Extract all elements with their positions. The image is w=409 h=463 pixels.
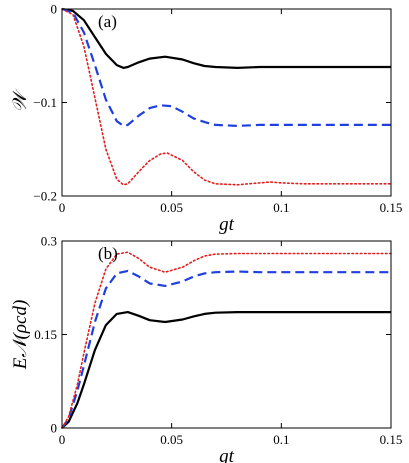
panel-b: 0 0.05 0.1 0.15 0 0.15 0.3 (b) gt E𝒩(ρcd)	[10, 234, 402, 463]
panel-a-label: (a)	[98, 12, 117, 31]
panel-a-x-axis-label: gt	[219, 214, 235, 235]
panel-a-y-tick-label: −0.1	[33, 95, 57, 110]
panel-a-series-solid-line	[61, 7, 391, 70]
panel-b-ticks: 0 0.05 0.1 0.15 0 0.15 0.3	[34, 234, 402, 448]
panel-a-y-tick-label: −0.2	[33, 189, 57, 204]
panel-a-x-tick-label: 0.15	[380, 200, 403, 215]
panel-a-y-tick-label: 0	[51, 2, 58, 17]
panel-b-axes-frame	[61, 240, 392, 429]
panel-a-x-tick-label: 0	[59, 200, 66, 215]
panel-b-x-tick-label: 0.05	[160, 432, 183, 447]
panel-b-x-tick-label: 0.1	[273, 432, 289, 447]
panel-b-y-tick-label: 0.3	[41, 234, 57, 249]
panel-a-ticks: 0 0.05 0.1 0.15 0 −0.1 −0.2	[33, 2, 402, 216]
panel-b-y-tick-label: 0.15	[34, 327, 57, 342]
panel-a-series-dotted-line	[61, 8, 392, 186]
panel-b-series-solid-line	[61, 311, 391, 429]
panel-b-x-axis-label: gt	[219, 446, 235, 463]
panel-a: 0 0.05 0.1 0.15 0 −0.1 −0.2 (a) gt 𝒲	[10, 2, 402, 236]
panel-a-x-tick-label: 0.05	[160, 200, 183, 215]
panel-a-curves	[61, 7, 392, 186]
panel-b-series-dashed-line	[61, 269, 391, 429]
panel-b-y-tick-label: 0	[51, 421, 58, 436]
panel-b-curves	[61, 251, 392, 429]
panel-b-x-tick-label: 0.15	[380, 432, 403, 447]
panel-a-axes-frame	[61, 8, 392, 197]
panel-b-series-dotted-line	[61, 251, 392, 429]
panel-b-label: (b)	[98, 244, 118, 263]
panel-a-x-tick-label: 0.1	[273, 200, 289, 215]
panel-a-y-axis-label: 𝒲	[10, 88, 31, 112]
panel-a-series-dashed-line	[61, 7, 391, 128]
panel-b-x-tick-label: 0	[59, 432, 66, 447]
panel-b-y-axis-label: E𝒩(ρcd)	[10, 300, 31, 371]
